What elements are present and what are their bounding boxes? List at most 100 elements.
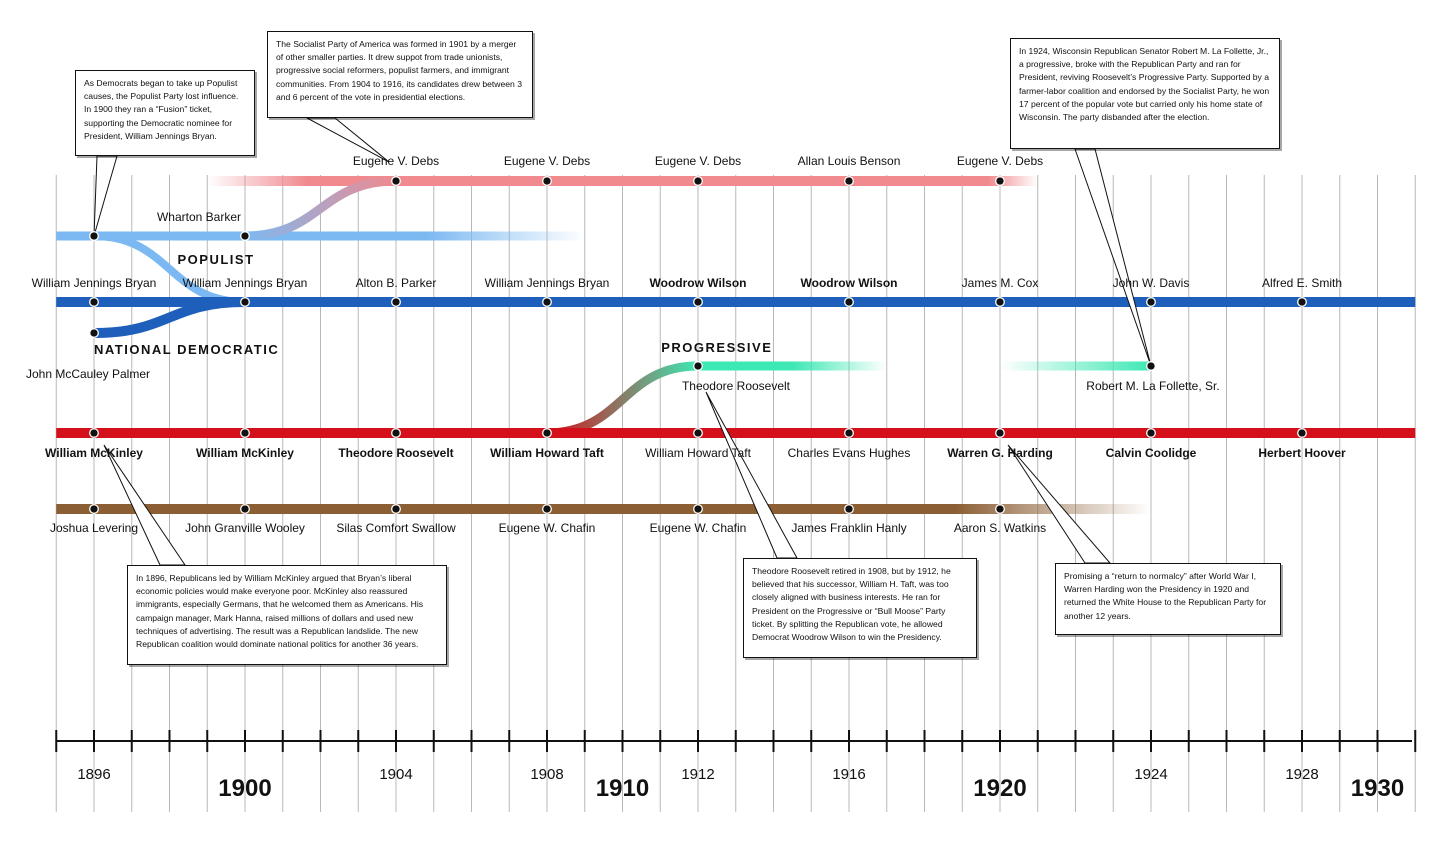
axis-label-1924: 1924 (1134, 766, 1167, 783)
populist-to-socialist-connector (244, 176, 397, 241)
democratic-label-1908: William Jennings Bryan (485, 276, 610, 290)
pointer-la-follette (1074, 148, 1152, 367)
republican-marker-1896 (89, 428, 99, 438)
pointer-socialist (306, 117, 390, 163)
democratic-marker-1908 (542, 297, 552, 307)
democratic-marker-1900 (240, 297, 250, 307)
year-axis: 1896 1904 1908 1912 1916 1924 1928 1900 1910 1920… (55, 730, 1417, 802)
democratic-marker-1896 (89, 297, 99, 307)
progressive-line-1912 (698, 361, 887, 371)
national-democratic-label-1896: John McCauley Palmer (26, 367, 150, 381)
republican-marker-1908 (542, 428, 552, 438)
republican-marker-1912 (693, 428, 703, 438)
republican-marker-1904 (391, 428, 401, 438)
axis-label-1904: 1904 (379, 766, 412, 783)
prohibition-label-1896: Joshua Levering (50, 521, 138, 535)
socialist-label-1912: Eugene V. Debs (655, 154, 741, 168)
note-mckinley-1896: In 1896, Republicans led by William McKi… (127, 565, 447, 665)
socialist-marker-1912 (693, 176, 703, 186)
democratic-marker-1916 (844, 297, 854, 307)
prohibition-marker-1920 (995, 504, 1005, 514)
socialist-line (207, 176, 1038, 186)
democratic-marker-1904 (391, 297, 401, 307)
republican-marker-1920 (995, 428, 1005, 438)
party-labels: POPULIST NATIONAL DEMOCRATIC PROGRESSIVE (94, 252, 772, 357)
populist-marker-1896 (89, 231, 99, 241)
progressive-marker-1924 (1146, 361, 1156, 371)
prohibition-marker-1900 (240, 504, 250, 514)
note-roosevelt-bull-moose: Theodore Roosevelt retired in 1908, but … (743, 558, 977, 658)
socialist-label-1904: Eugene V. Debs (353, 154, 439, 168)
prohibition-marker-1908 (542, 504, 552, 514)
note-populist-fusion: As Democrats began to take up Populist c… (75, 70, 255, 156)
axis-label-1896: 1896 (77, 766, 110, 783)
pointer-populist-fusion (93, 155, 118, 237)
progressive-line-1924 (1000, 361, 1151, 371)
populist-line (56, 231, 585, 241)
party-label-national-democratic: NATIONAL DEMOCRATIC (94, 342, 279, 357)
democratic-label-1912: Woodrow Wilson (650, 276, 747, 290)
democratic-marker-1924 (1146, 297, 1156, 307)
socialist-label-1920: Eugene V. Debs (957, 154, 1043, 168)
progressive-marker-1912 (693, 361, 703, 371)
prohibition-label-1900: John Granville Wooley (185, 521, 305, 535)
note-la-follette: In 1924, Wisconsin Republican Senator Ro… (1010, 38, 1280, 149)
republican-label-1904: Theodore Roosevelt (338, 446, 453, 460)
democratic-marker-1928 (1297, 297, 1307, 307)
populist-label-1900: Wharton Barker (157, 210, 241, 224)
republican-label-1896: William McKinley (45, 446, 143, 460)
populist-marker-1900 (240, 231, 250, 241)
note-harding-normalcy: Promising a “return to normalcy” after W… (1055, 563, 1281, 635)
prohibition-label-1908: Eugene W. Chafin (499, 521, 596, 535)
republican-label-1924: Calvin Coolidge (1106, 446, 1197, 460)
republican-label-1920: Warren G. Harding (947, 446, 1053, 460)
prohibition-label-1920: Aaron S. Watkins (954, 521, 1046, 535)
socialist-marker-1908 (542, 176, 552, 186)
democratic-marker-1912 (693, 297, 703, 307)
republican-label-1912: William Howard Taft (645, 446, 751, 460)
party-lines (56, 176, 1416, 514)
republican-label-1916: Charles Evans Hughes (788, 446, 911, 460)
republican-label-1908: William Howard Taft (490, 446, 604, 460)
democratic-line (56, 297, 1416, 307)
year-gridlines (55, 175, 1416, 812)
prohibition-label-1904: Silas Comfort Swallow (336, 521, 456, 535)
republican-marker-1924 (1146, 428, 1156, 438)
democratic-label-1928: Alfred E. Smith (1262, 276, 1342, 290)
national-democratic-marker-1896 (89, 328, 99, 338)
progressive-label-1924: Robert M. La Follette, Sr. (1086, 379, 1219, 393)
candidate-markers (89, 176, 1307, 514)
socialist-label-1916: Allan Louis Benson (798, 154, 901, 168)
republican-label-1928: Herbert Hoover (1258, 446, 1346, 460)
axis-label-1930: 1930 (1351, 775, 1404, 802)
republican-line (56, 428, 1416, 438)
republican-marker-1928 (1297, 428, 1307, 438)
republican-label-1900: William McKinley (196, 446, 294, 460)
prohibition-marker-1916 (844, 504, 854, 514)
candidate-labels: Eugene V. Debs Eugene V. Debs Eugene V. De… (26, 154, 1346, 535)
axis-label-1900: 1900 (218, 775, 271, 802)
axis-label-1912: 1912 (681, 766, 714, 783)
democratic-marker-1920 (995, 297, 1005, 307)
prohibition-marker-1912 (693, 504, 703, 514)
prohibition-label-1916: James Franklin Hanly (791, 521, 906, 535)
axis-label-1908: 1908 (530, 766, 563, 783)
note-socialist-party: The Socialist Party of America was forme… (267, 31, 533, 118)
prohibition-label-1912: Eugene W. Chafin (650, 521, 747, 535)
party-label-populist: POPULIST (178, 252, 255, 267)
axis-label-1916: 1916 (832, 766, 865, 783)
prohibition-marker-1896 (89, 504, 99, 514)
progressive-label-1912: Theodore Roosevelt (682, 379, 791, 393)
prohibition-line (56, 504, 1151, 514)
party-label-progressive: PROGRESSIVE (661, 340, 772, 355)
socialist-marker-1916 (844, 176, 854, 186)
republican-marker-1900 (240, 428, 250, 438)
socialist-label-1908: Eugene V. Debs (504, 154, 590, 168)
democratic-label-1900: William Jennings Bryan (183, 276, 308, 290)
prohibition-marker-1904 (391, 504, 401, 514)
callout-pointers (93, 117, 1152, 566)
axis-label-1910: 1910 (596, 775, 649, 802)
axis-label-1928: 1928 (1285, 766, 1318, 783)
republican-marker-1916 (844, 428, 854, 438)
